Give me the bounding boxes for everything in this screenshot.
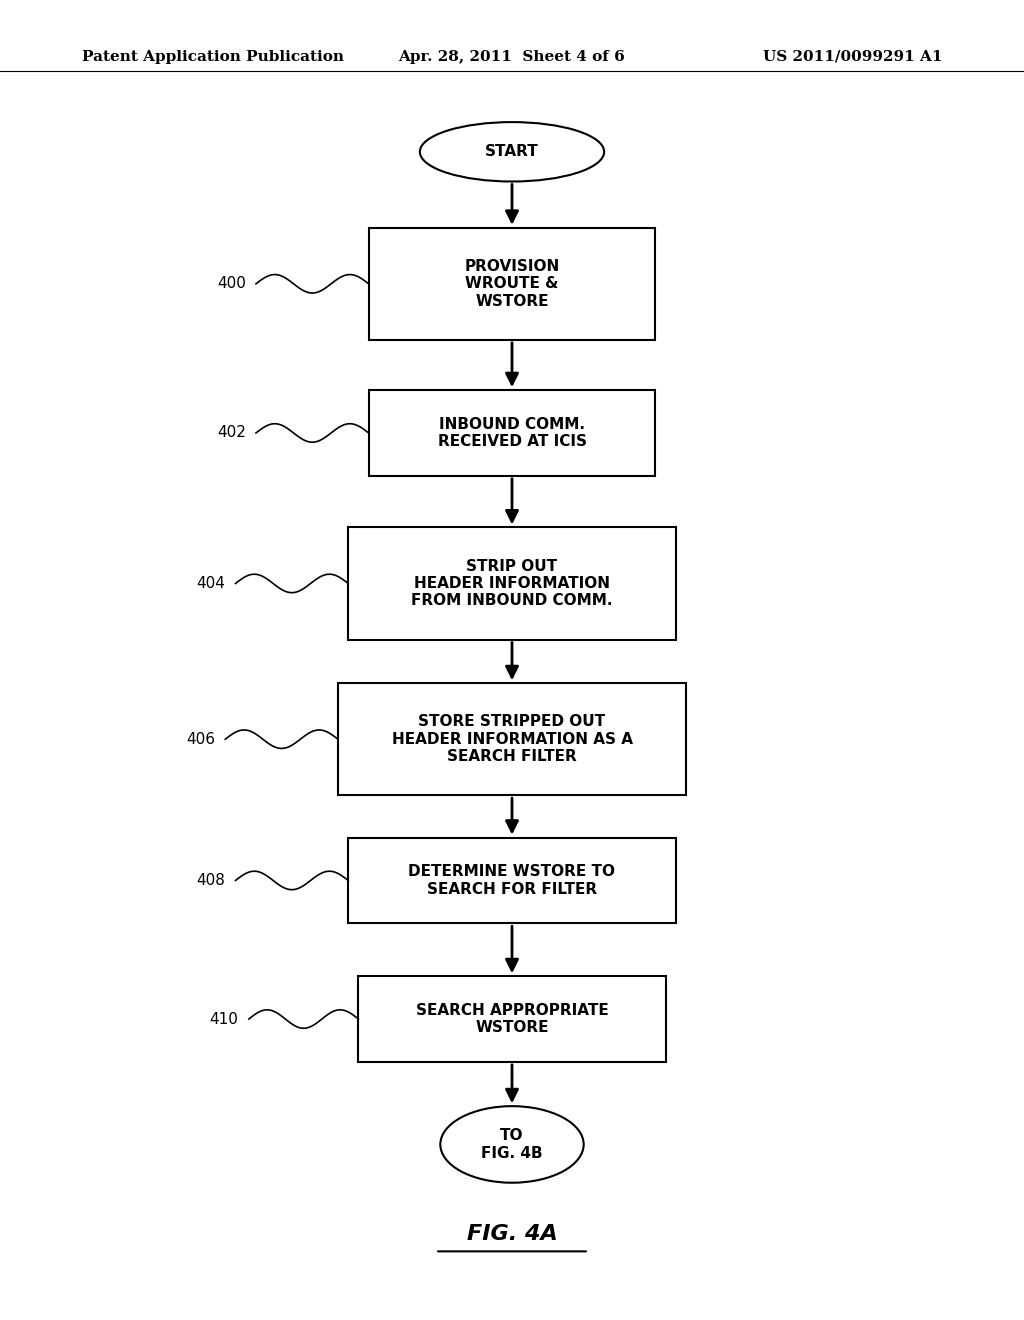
Text: 410: 410 [210,1011,239,1027]
Text: FIG. 4A: FIG. 4A [467,1224,557,1245]
Text: 404: 404 [197,576,225,591]
Text: Patent Application Publication: Patent Application Publication [82,50,344,63]
Text: 408: 408 [197,873,225,888]
Text: 406: 406 [186,731,215,747]
Text: SEARCH APPROPRIATE
WSTORE: SEARCH APPROPRIATE WSTORE [416,1003,608,1035]
Text: STRIP OUT
HEADER INFORMATION
FROM INBOUND COMM.: STRIP OUT HEADER INFORMATION FROM INBOUN… [412,558,612,609]
Text: PROVISION
WROUTE &
WSTORE: PROVISION WROUTE & WSTORE [464,259,560,309]
Text: TO
FIG. 4B: TO FIG. 4B [481,1129,543,1160]
Text: INBOUND COMM.
RECEIVED AT ICIS: INBOUND COMM. RECEIVED AT ICIS [437,417,587,449]
Text: 402: 402 [217,425,246,441]
Text: Apr. 28, 2011  Sheet 4 of 6: Apr. 28, 2011 Sheet 4 of 6 [398,50,626,63]
Text: DETERMINE WSTORE TO
SEARCH FOR FILTER: DETERMINE WSTORE TO SEARCH FOR FILTER [409,865,615,896]
Text: START: START [485,144,539,160]
Text: US 2011/0099291 A1: US 2011/0099291 A1 [763,50,942,63]
Text: 400: 400 [217,276,246,292]
Text: STORE STRIPPED OUT
HEADER INFORMATION AS A
SEARCH FILTER: STORE STRIPPED OUT HEADER INFORMATION AS… [391,714,633,764]
